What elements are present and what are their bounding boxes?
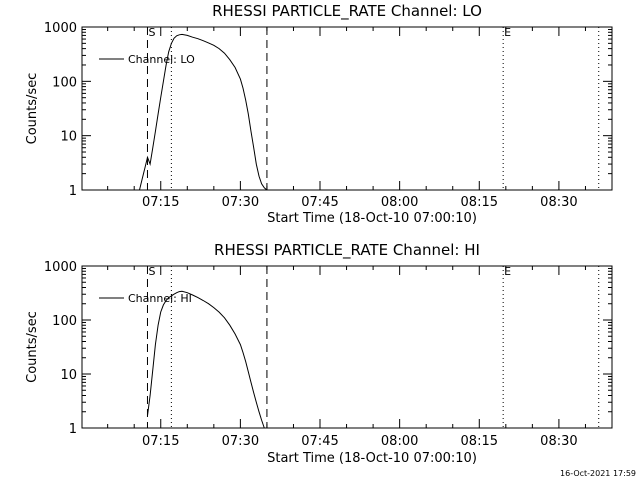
x-tick-label: 08:30 (540, 434, 577, 449)
x-tick-label: 07:45 (301, 195, 338, 210)
y-tick-label: 10 (60, 130, 77, 145)
y-tick-label: 100 (52, 314, 77, 329)
y-tick-label: 100 (52, 75, 77, 90)
marker-label: S (148, 26, 155, 39)
y-tick-label: 1000 (44, 260, 77, 275)
panel-hi: RHESSI PARTICLE_RATE Channel: HI 1 10 100 10… (25, 241, 613, 466)
y-tick-label: 1 (69, 422, 77, 437)
x-tick-label: 08:30 (540, 195, 577, 210)
x-axis-label: Start Time (18-Oct-10 07:00:10) (267, 211, 477, 226)
x-tick-label: 07:15 (142, 434, 179, 449)
x-tick-label: 07:30 (222, 195, 259, 210)
y-tick-label: 1 (69, 184, 77, 199)
chart-title: RHESSI PARTICLE_RATE Channel: LO (212, 2, 482, 21)
legend-label: Channel: HI (128, 292, 192, 305)
x-axis-label: Start Time (18-Oct-10 07:00:10) (267, 451, 477, 466)
marker-label: E (504, 265, 511, 278)
y-axis-label: Counts/sec (25, 73, 40, 145)
marker-label: E (504, 26, 511, 39)
chart-title: RHESSI PARTICLE_RATE Channel: HI (214, 241, 480, 260)
x-tick-label: 07:15 (142, 195, 179, 210)
x-tick-label: 07:45 (301, 434, 338, 449)
x-tick-label: 08:00 (381, 195, 418, 210)
x-tick-label: 08:15 (461, 434, 498, 449)
legend-label: Channel: LO (128, 53, 195, 66)
y-tick-label: 1000 (44, 21, 77, 36)
panel-lo: RHESSI PARTICLE_RATE Channel: LO 1 10 100 10… (25, 2, 613, 226)
x-tick-label: 07:30 (222, 434, 259, 449)
series-line (139, 33, 268, 191)
marker-label: S (148, 265, 155, 278)
x-tick-label: 08:00 (381, 434, 418, 449)
series-line (147, 290, 265, 429)
x-tick-label: 08:15 (461, 195, 498, 210)
y-axis-label: Counts/sec (25, 311, 40, 383)
y-tick-label: 10 (60, 368, 77, 383)
plot-timestamp: 16-Oct-2021 17:59 (560, 469, 636, 478)
